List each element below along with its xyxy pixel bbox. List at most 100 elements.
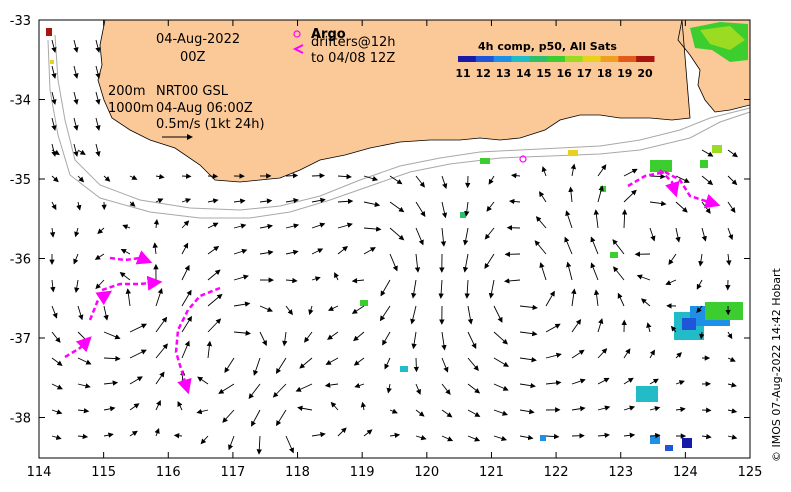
current-arrow [696,279,703,290]
current-arrow [726,253,732,266]
current-arrow [207,222,219,229]
y-tick-label: -38 [10,412,31,427]
current-arrow [207,318,222,333]
current-arrow [415,227,424,246]
current-arrow [73,253,79,265]
current-arrow [646,322,652,333]
colorbar-segment [618,56,637,62]
current-arrow [233,248,248,255]
current-arrow [129,376,143,385]
current-arrow [120,248,131,255]
depth-label-1000m: 1000m [108,101,154,116]
current-arrow [413,357,420,373]
time-label: 00Z [180,50,206,65]
current-arrow [51,91,57,105]
x-tick-label: 116 [156,465,181,480]
colorbar-tick-label: 18 [597,67,612,80]
current-vectors [49,39,738,455]
current-arrow [207,293,223,307]
current-arrow [623,348,631,359]
sst-pixels [46,28,743,451]
current-arrow [51,39,57,53]
current-arrow [73,39,79,53]
current-arrow [251,409,261,427]
current-arrow [597,318,604,333]
current-arrow [593,209,600,229]
current-arrow [295,383,313,392]
current-arrow [649,432,661,439]
current-arrow [493,331,508,345]
current-arrow [727,175,738,186]
argo-legend-icon [293,30,301,38]
current-arrow [95,39,101,53]
drifters-to-label: to 04/08 12Z [311,51,395,66]
current-arrow [129,174,138,180]
colorbar-segment [547,56,566,62]
current-arrow [382,331,391,346]
current-arrow [379,305,391,322]
current-arrow [415,409,425,417]
current-arrow [181,173,192,179]
current-arrow [727,382,737,388]
current-arrow [233,274,249,281]
credit-label: © IMOS 07-Aug-2022 14:42 Hobart [770,268,783,462]
current-arrow [486,201,495,212]
current-arrow [330,401,339,411]
colorbar-segment [600,56,619,62]
x-tick-label: 119 [350,465,375,480]
drifters-legend-label: drifters@12h [311,35,396,50]
current-arrow [415,175,425,188]
current-arrow [511,172,521,179]
current-arrow [73,91,79,105]
current-arrow [119,272,131,281]
current-arrow [597,377,610,385]
current-arrow [253,357,261,376]
current-arrow [534,240,547,255]
current-arrow [519,356,537,363]
current-arrow [535,216,547,229]
current-arrow [519,382,536,389]
current-arrow [493,383,509,391]
current-arrow [77,305,84,321]
current-arrow [668,253,677,266]
current-arrow [129,403,140,411]
current-arrow [337,198,354,205]
current-arrow [299,357,313,369]
argo-legend-label: Argo [311,27,346,42]
current-arrow [196,408,209,415]
current-arrow [103,406,116,412]
current-arrow [285,223,300,229]
current-arrow [77,433,89,440]
current-arrow [467,409,481,417]
current-arrow [727,408,738,414]
current-arrow [129,201,136,207]
current-arrow [541,166,547,177]
sst-colorbar-ticks: 11 12 13 14 15 16 17 18 19 20 [455,67,653,80]
argo-float-marker [519,155,527,163]
current-arrow [49,227,56,238]
current-arrow [351,278,365,284]
current-arrow [285,172,299,179]
current-arrow [311,431,326,438]
current-arrow [389,432,401,439]
current-arrow [177,400,183,411]
current-arrow [727,201,736,214]
x-tick-label: 120 [414,465,439,480]
sst-patch-northeast-2 [700,26,745,50]
plot-frame [38,19,751,459]
current-arrow [570,163,577,177]
colorbar-segment [529,56,548,62]
colorbar-tick-label: 11 [455,67,470,80]
y-tick-label: -34 [10,94,31,109]
current-arrow [275,357,287,374]
current-arrow [411,331,417,350]
current-arrow [95,65,101,79]
current-arrow [363,247,376,255]
colorbar-segment [475,56,495,62]
current-arrow [73,65,79,79]
current-arrow [200,435,209,445]
current-arrow [77,149,86,155]
current-arrow [155,343,168,359]
current-arrow [441,357,449,373]
current-arrow [467,357,479,371]
